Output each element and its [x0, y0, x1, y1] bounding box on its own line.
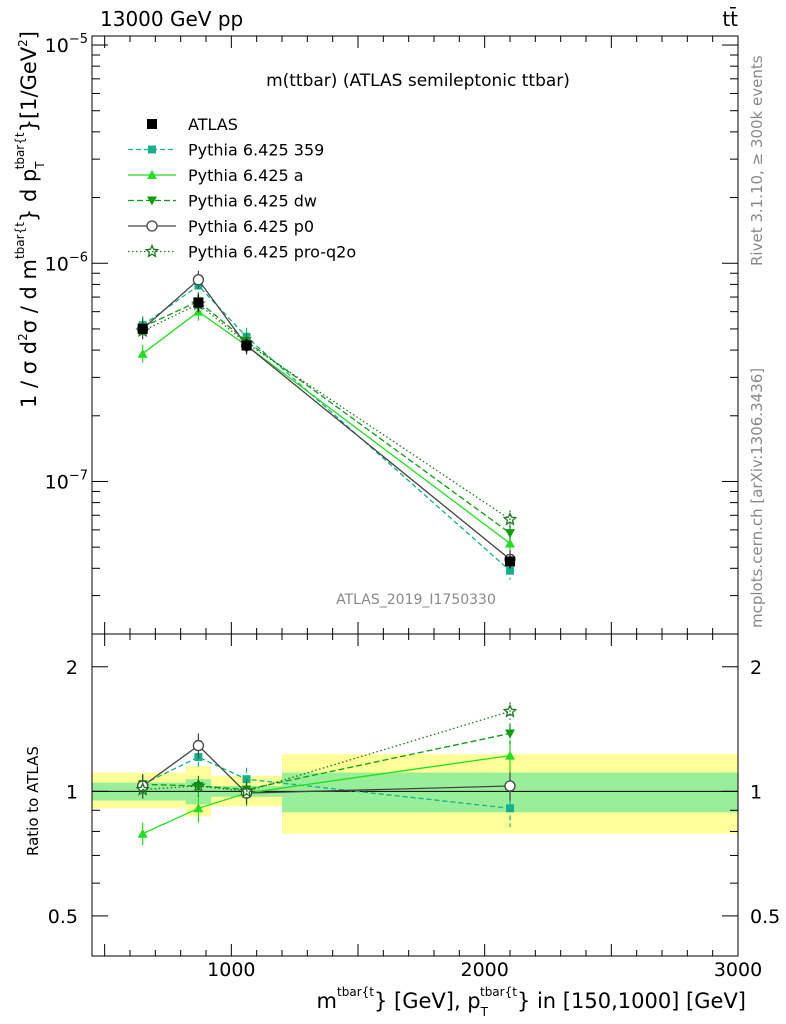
legend-label: Pythia 6.425 pro-q2o: [188, 243, 356, 262]
data-point: [193, 297, 204, 308]
series-ratio-line: [142, 744, 511, 794]
x-axis-label: mtbar{t} [GeV], pTtbar{t} in [150,1000] …: [317, 985, 746, 1019]
legend-marker: [147, 196, 157, 206]
series-ratio-point: [192, 739, 205, 752]
analysis-id: ATLAS_2019_I1750330: [336, 592, 496, 608]
legend-item: ATLAS: [147, 115, 238, 134]
legend-item: Pythia 6.425 p0: [128, 217, 314, 236]
series-ratio-line: [142, 756, 511, 809]
series-point: [137, 348, 148, 358]
series-point: [505, 538, 515, 548]
series-ratio-line: [142, 754, 511, 835]
ratio-frame: [91, 633, 739, 957]
series-3: [137, 270, 516, 805]
ratio-bands: [92, 754, 738, 834]
series-ratio-point: [193, 803, 204, 813]
series-ratio-point: [137, 828, 148, 838]
header-right: tt̄: [722, 6, 738, 31]
legend-marker: [146, 220, 158, 232]
series-line: [142, 303, 511, 520]
series-ratio-line: [142, 732, 511, 791]
series-ratio-point: [191, 778, 206, 793]
x-tick-label: 1000: [207, 959, 255, 981]
ratio-tick-label-right: 0.5: [750, 906, 780, 928]
legend-marker: [147, 170, 157, 179]
series-line: [142, 310, 511, 544]
series-point: [505, 529, 515, 539]
series-4: [135, 295, 518, 803]
series-line: [142, 284, 511, 572]
y-tick-label: 10−6: [45, 250, 88, 275]
legend-label: Pythia 6.425 359: [188, 141, 324, 160]
series-point: [502, 511, 518, 526]
series-ratio-point: [502, 703, 518, 718]
legend-marker: [148, 145, 156, 154]
legend-item: Pythia 6.425 a: [128, 166, 304, 185]
legend-label: Pythia 6.425 dw: [188, 192, 317, 211]
header-left: 13000 GeV pp: [100, 7, 243, 31]
x-tick-label: 3000: [714, 959, 762, 981]
ratio-tick-label-right: 2: [750, 657, 762, 679]
rivet-label: Rivet 3.1.10, ≥ 300k events: [748, 55, 766, 266]
site-label: mcplots.cern.ch [arXiv:1306.3436]: [748, 368, 766, 628]
series-2: [137, 292, 515, 801]
ratio-tick-label-left: 1: [66, 781, 78, 803]
series-ratio-line: [142, 710, 511, 792]
ratio-tick-label-right: 1: [750, 781, 762, 803]
legend-item: Pythia 6.425 dw: [128, 192, 317, 211]
y-tick-label: 10−5: [45, 32, 88, 57]
y-tick-label: 10−7: [45, 468, 88, 493]
series-point: [192, 274, 205, 286]
data-point: [137, 323, 148, 334]
axes-group: 1000 2000 3000 10−7 10−6 10−5 0.5 0.5 1 1 2 2: [45, 32, 781, 981]
legend-marker: [144, 243, 160, 258]
x-tick-label: 2000: [460, 959, 508, 981]
series-line: [142, 278, 511, 560]
legend-label: Pythia 6.425 a: [188, 166, 304, 185]
legend-label: Pythia 6.425 p0: [188, 217, 314, 236]
series-point: [506, 566, 514, 575]
series-ratio-point: [135, 781, 151, 796]
legend-label: ATLAS: [188, 115, 238, 134]
ratio-tick-label-left: 0.5: [48, 906, 78, 928]
plot-title: m(ttbar) (ATLAS semileptonic ttbar): [266, 71, 570, 91]
series-ratio-point: [506, 804, 514, 813]
ratio-y-axis-label: Ratio to ATLAS: [24, 746, 42, 856]
legend-item: Pythia 6.425 359: [128, 141, 324, 160]
data-points: [137, 294, 515, 569]
series-line: [142, 300, 511, 534]
series-group: [135, 270, 518, 846]
legend-marker: [147, 119, 157, 129]
ratio-tick-label-left: 2: [66, 657, 78, 679]
data-point: [505, 556, 515, 567]
series-ratio-point: [505, 729, 515, 739]
main-y-axis-label: 1 / σ d2σ / d mtbar{t} d pTtbar{t}[1/GeV…: [13, 31, 47, 408]
series-ratio-point: [504, 780, 516, 792]
series-ratio-point: [505, 750, 515, 760]
legend-item: Pythia 6.425 pro-q2o: [128, 243, 356, 262]
series-ratio-point: [239, 783, 254, 798]
legend: ATLAS Pythia 6.425 359 Pythia 6.425 a Pythi…: [128, 115, 356, 262]
data-point: [241, 340, 252, 351]
